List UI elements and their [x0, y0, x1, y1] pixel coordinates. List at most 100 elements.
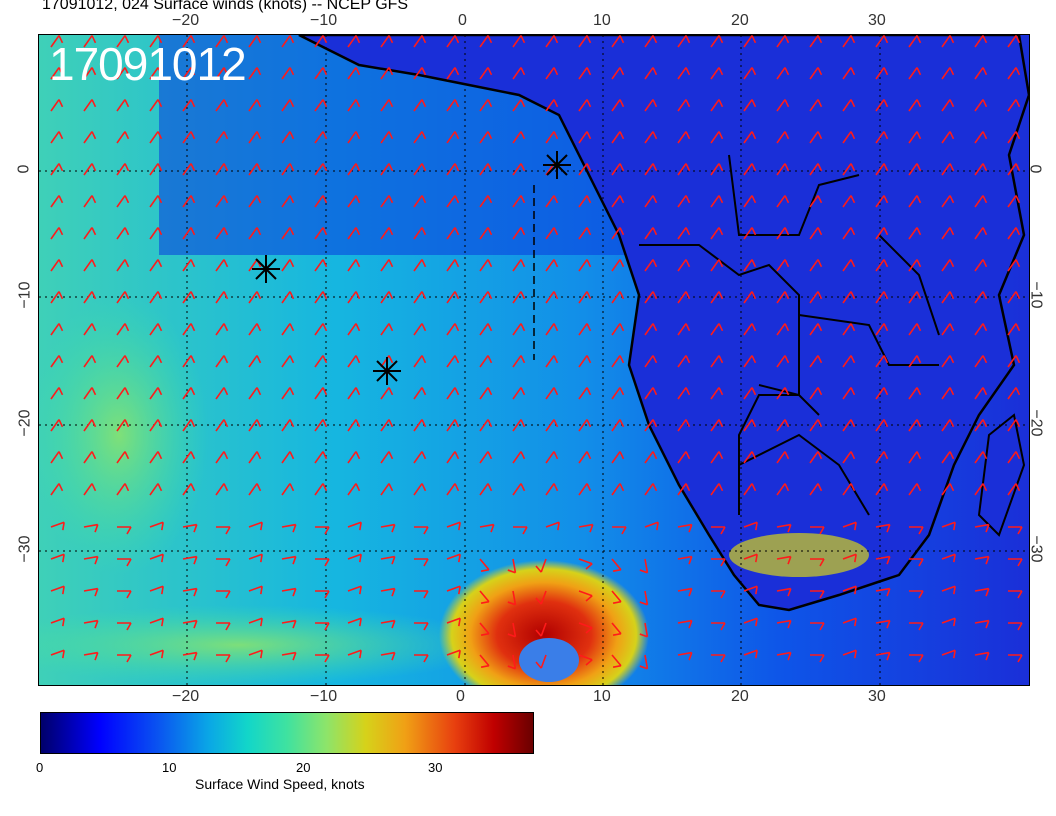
- wind-barb: [639, 558, 649, 574]
- wind-barb: [545, 387, 559, 400]
- wind-barb: [413, 227, 427, 240]
- wind-barb: [611, 622, 622, 636]
- wind-barb: [545, 259, 559, 272]
- wind-barb: [974, 555, 990, 565]
- wind-barb: [974, 451, 988, 464]
- wind-barb: [216, 590, 231, 599]
- wind-barb: [776, 67, 790, 80]
- wind-barb: [578, 67, 592, 80]
- wind-barb: [50, 131, 64, 144]
- wind-barb: [710, 163, 724, 176]
- wind-barb: [149, 323, 163, 336]
- wind-barb: [248, 451, 262, 464]
- wind-barb: [875, 651, 891, 661]
- wind-barb: [479, 163, 493, 176]
- wind-barb: [578, 355, 592, 368]
- wind-barb: [644, 99, 658, 112]
- wind-barb: [414, 558, 429, 567]
- wind-barb: [413, 323, 427, 336]
- wind-barb: [248, 483, 262, 496]
- wind-barb: [908, 387, 922, 400]
- wind-barb: [810, 558, 825, 567]
- wind-barb: [446, 291, 460, 304]
- wind-barb: [116, 451, 130, 464]
- wind-barb: [380, 35, 394, 48]
- wind-barb: [908, 131, 922, 144]
- wind-barb: [776, 355, 790, 368]
- wind-barb: [380, 419, 394, 432]
- wind-barb: [909, 622, 924, 631]
- wind-barb: [677, 195, 691, 208]
- wind-barb: [83, 619, 99, 629]
- wind-barb: [512, 67, 526, 80]
- colorbar-tick-20: 20: [296, 760, 311, 775]
- station-marker-1: [543, 151, 571, 179]
- wind-barb: [83, 651, 99, 661]
- wind-barb: [347, 259, 361, 272]
- wind-barb: [644, 483, 658, 496]
- wind-barb: [215, 355, 229, 368]
- wind-barb: [446, 649, 461, 659]
- wind-barb: [710, 355, 724, 368]
- wind-barb: [512, 355, 526, 368]
- wind-barb: [809, 227, 823, 240]
- wind-barb: [908, 259, 922, 272]
- wind-barb: [743, 323, 757, 336]
- wind-barb: [380, 483, 394, 496]
- wind-barb: [50, 585, 65, 595]
- wind-barb: [347, 521, 362, 531]
- wind-barb: [578, 259, 592, 272]
- wind-barb: [182, 35, 196, 48]
- wind-barb: [83, 35, 97, 48]
- wind-barb: [314, 451, 328, 464]
- wind-barb: [710, 259, 724, 272]
- wind-barb: [809, 99, 823, 112]
- wind-barb: [347, 131, 361, 144]
- wind-barb: [743, 521, 758, 531]
- wind-barb: [479, 590, 490, 604]
- wind-barb: [809, 355, 823, 368]
- wind-barb: [545, 323, 559, 336]
- wind-barb: [83, 419, 97, 432]
- wind-barb: [875, 259, 889, 272]
- wind-barb: [809, 483, 823, 496]
- wind-barb: [182, 99, 196, 112]
- wind-barb: [677, 651, 693, 661]
- wind-barb: [347, 99, 361, 112]
- wind-barb: [50, 617, 65, 627]
- wind-barb: [446, 451, 460, 464]
- wind-barb: [545, 291, 559, 304]
- wind-barb: [711, 654, 726, 663]
- wind-barb: [1007, 163, 1021, 176]
- wind-barb: [908, 483, 922, 496]
- wind-barb: [644, 387, 658, 400]
- wind-barb: [413, 355, 427, 368]
- colorbar-tick-10: 10: [162, 760, 177, 775]
- wind-barb: [776, 131, 790, 144]
- wind-barb: [710, 195, 724, 208]
- wind-barb: [535, 590, 547, 605]
- wind-barb: [149, 67, 163, 80]
- wind-barb: [380, 451, 394, 464]
- wind-barb: [248, 355, 262, 368]
- wind-barb: [446, 585, 461, 595]
- wind-barb: [842, 99, 856, 112]
- wind-barb: [347, 163, 361, 176]
- wind-barb: [50, 291, 64, 304]
- wind-barb: [446, 355, 460, 368]
- wind-barb: [117, 526, 132, 535]
- wind-barb: [611, 558, 622, 572]
- wind-barb: [776, 227, 790, 240]
- wind-barb: [216, 558, 231, 567]
- wind-barb: [1007, 483, 1021, 496]
- wind-barb: [182, 651, 198, 661]
- wind-barb: [512, 35, 526, 48]
- wind-barb: [875, 619, 891, 629]
- wind-barb: [776, 195, 790, 208]
- wind-barb: [215, 451, 229, 464]
- wind-barb: [215, 67, 229, 80]
- wind-barb: [149, 291, 163, 304]
- wind-barb: [974, 227, 988, 240]
- wind-barb: [281, 651, 297, 661]
- wind-barb: [314, 323, 328, 336]
